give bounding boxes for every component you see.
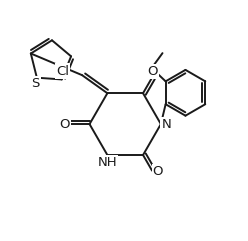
Text: O: O [147,65,158,78]
Text: N: N [161,118,171,131]
Text: Cl: Cl [57,65,69,78]
Text: O: O [60,118,70,131]
Text: S: S [31,77,40,90]
Text: O: O [153,165,163,178]
Text: NH: NH [97,156,117,169]
